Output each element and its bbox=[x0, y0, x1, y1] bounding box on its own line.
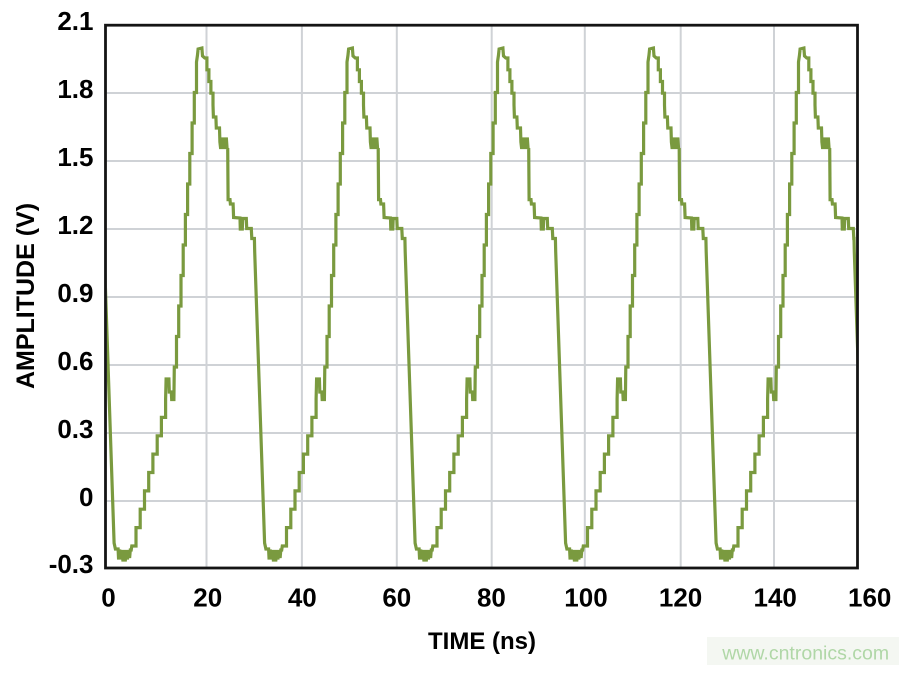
svg-text:0: 0 bbox=[101, 583, 115, 613]
svg-text:20: 20 bbox=[193, 583, 222, 613]
svg-text:TIME (ns): TIME (ns) bbox=[428, 628, 536, 655]
svg-text:120: 120 bbox=[659, 583, 702, 613]
svg-text:-0.3: -0.3 bbox=[49, 549, 94, 579]
svg-text:1.2: 1.2 bbox=[57, 210, 93, 240]
svg-text:0.9: 0.9 bbox=[57, 278, 93, 308]
svg-text:1.8: 1.8 bbox=[57, 74, 93, 104]
svg-text:140: 140 bbox=[754, 583, 797, 613]
svg-text:0: 0 bbox=[79, 482, 93, 512]
svg-text:2.1: 2.1 bbox=[57, 6, 93, 36]
svg-text:0.6: 0.6 bbox=[57, 346, 93, 376]
svg-text:0.3: 0.3 bbox=[57, 414, 93, 444]
svg-text:www.cntronics.com: www.cntronics.com bbox=[721, 642, 889, 664]
svg-text:160: 160 bbox=[848, 583, 891, 613]
svg-text:40: 40 bbox=[288, 583, 317, 613]
svg-text:1.5: 1.5 bbox=[57, 142, 93, 172]
svg-text:100: 100 bbox=[564, 583, 607, 613]
svg-text:60: 60 bbox=[382, 583, 411, 613]
svg-text:80: 80 bbox=[477, 583, 506, 613]
svg-text:AMPLITUDE (V): AMPLITUDE (V) bbox=[12, 203, 40, 389]
